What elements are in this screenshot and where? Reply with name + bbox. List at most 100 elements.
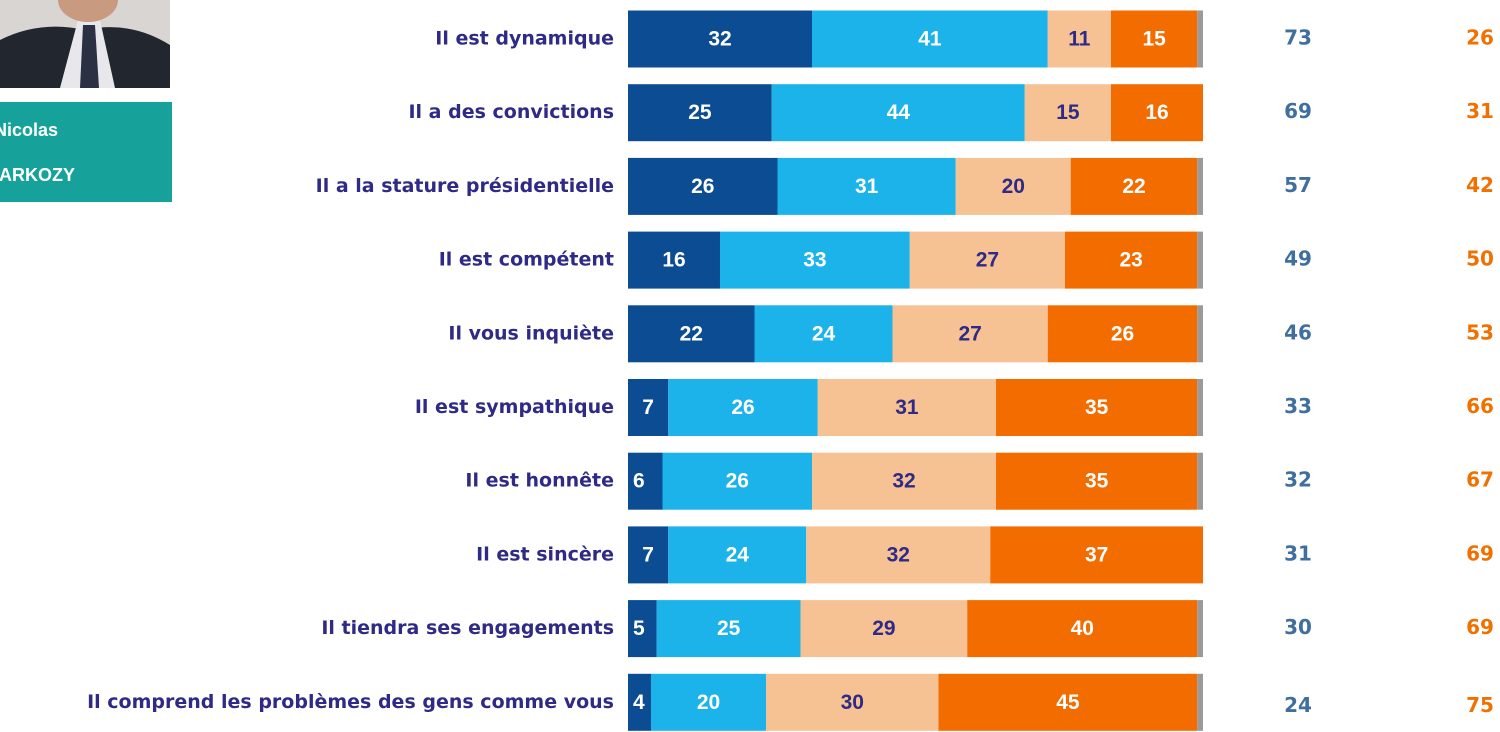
- photo: [0, 0, 170, 89]
- bar-value-label: 26: [726, 470, 749, 493]
- bar-segment: [996, 379, 1198, 436]
- bar-value-label: 4: [633, 691, 645, 714]
- category-label: Il a des convictions: [408, 101, 614, 123]
- bar-value-label: 35: [1085, 396, 1109, 419]
- bar-segment: [938, 673, 1198, 731]
- bar-value-label: 45: [1056, 691, 1080, 714]
- bar-segment: [1047, 305, 1198, 363]
- bar-value-label: 25: [717, 617, 741, 640]
- bar-value-label: 32: [887, 543, 910, 566]
- bar-value-label: 37: [1085, 543, 1108, 566]
- total-value: 57: [1284, 173, 1312, 197]
- bar-segment: [628, 600, 657, 658]
- bar-segment: [720, 231, 910, 289]
- total-value: 53: [1466, 320, 1494, 344]
- bar-value-label: 1: [1202, 28, 1214, 51]
- bar-segment: [1111, 84, 1203, 142]
- bar-value-label: 40: [1071, 617, 1094, 640]
- bar-value-label: 32: [708, 28, 731, 51]
- total-value: 73: [1284, 26, 1312, 50]
- total-value: 69: [1466, 615, 1494, 639]
- bar-segment: [662, 452, 812, 510]
- bar-value-label: 26: [731, 396, 754, 419]
- bar-segment: [656, 600, 801, 658]
- bar-value-label: 20: [697, 691, 720, 714]
- bar-segment: [1111, 10, 1198, 68]
- bar-segment: [628, 84, 772, 142]
- bar-value-label: 16: [662, 249, 685, 272]
- bar-segment: [777, 157, 956, 215]
- bar-value-label: 22: [680, 322, 703, 345]
- bar-value-label: 11: [1068, 28, 1091, 51]
- total-value: 42: [1466, 173, 1494, 197]
- bar-segment: [668, 379, 818, 436]
- bar-segment: [754, 305, 893, 363]
- category-label: Il est sympathique: [415, 396, 614, 418]
- bar-value-label: 26: [691, 175, 714, 198]
- bar-segment: [892, 305, 1048, 363]
- bar-value-label: 6: [633, 470, 645, 493]
- bar-value-label: 41: [918, 28, 942, 51]
- category-label: Il est dynamique: [435, 28, 614, 50]
- bar-segment: [1065, 231, 1198, 289]
- bar-value-label: 1: [1202, 322, 1214, 345]
- bar-segment: [1197, 305, 1203, 363]
- total-value: 31: [1284, 541, 1312, 565]
- bar-value-label: 16: [1145, 101, 1168, 124]
- total-value: 50: [1466, 247, 1494, 271]
- last-name: SARKOZY: [0, 165, 75, 185]
- first-name: Nicolas: [0, 120, 58, 140]
- bar-segment: [651, 673, 766, 731]
- bar-segment: [817, 379, 996, 436]
- bar-value-label: 25: [688, 101, 712, 124]
- bar-value-label: 15: [1142, 28, 1166, 51]
- bar-segment: [628, 305, 755, 363]
- bar-segment: [1197, 231, 1203, 289]
- bar-segment: [628, 526, 669, 584]
- bar-segment: [967, 600, 1198, 658]
- bar-value-label: 27: [976, 249, 999, 272]
- total-value: 26: [1466, 26, 1494, 50]
- bar-segment: [1197, 452, 1203, 510]
- bar-value-label: 26: [1111, 322, 1134, 345]
- bar-segment: [1197, 379, 1203, 436]
- category-label: Il comprend les problèmes des gens comme…: [87, 691, 614, 713]
- bar-segment: [628, 10, 812, 68]
- bar-value-label: 15: [1056, 101, 1080, 124]
- bar-value-label: 1: [1202, 617, 1214, 640]
- bar-value-label: 1: [1202, 249, 1214, 272]
- bar-value-label: 24: [726, 543, 750, 566]
- category-label: Il est compétent: [439, 249, 614, 271]
- bar-value-label: 1: [1202, 175, 1214, 198]
- total-value: 66: [1466, 394, 1494, 418]
- bar-segment: [800, 600, 968, 658]
- bar-value-label: 1: [1202, 691, 1214, 714]
- bar-value-label: 32: [892, 470, 915, 493]
- total-value: 49: [1284, 247, 1312, 271]
- total-value: 69: [1284, 99, 1312, 123]
- bar-value-label: 29: [872, 617, 895, 640]
- bar-segment: [1197, 600, 1203, 658]
- bar-value-label: 44: [887, 101, 911, 124]
- bar-value-label: 23: [1119, 249, 1142, 272]
- total-value: 75: [1466, 693, 1494, 717]
- bar-value-label: 27: [958, 322, 981, 345]
- bar-segment: [990, 526, 1203, 584]
- bar-segment: [668, 526, 807, 584]
- bar-segment: [812, 452, 996, 510]
- bar-segment: [909, 231, 1065, 289]
- bar-value-label: 7: [642, 396, 654, 419]
- total-value: 33: [1284, 394, 1312, 418]
- total-value: 69: [1466, 541, 1494, 565]
- bar-segment: [1197, 673, 1203, 731]
- total-value: 67: [1466, 468, 1494, 492]
- bar-value-label: 20: [1002, 175, 1025, 198]
- bar-segment: [1070, 157, 1198, 215]
- bar-segment: [628, 231, 720, 289]
- total-value: 46: [1284, 320, 1312, 344]
- bar-value-label: 22: [1122, 175, 1145, 198]
- bar-segment: [771, 84, 1025, 142]
